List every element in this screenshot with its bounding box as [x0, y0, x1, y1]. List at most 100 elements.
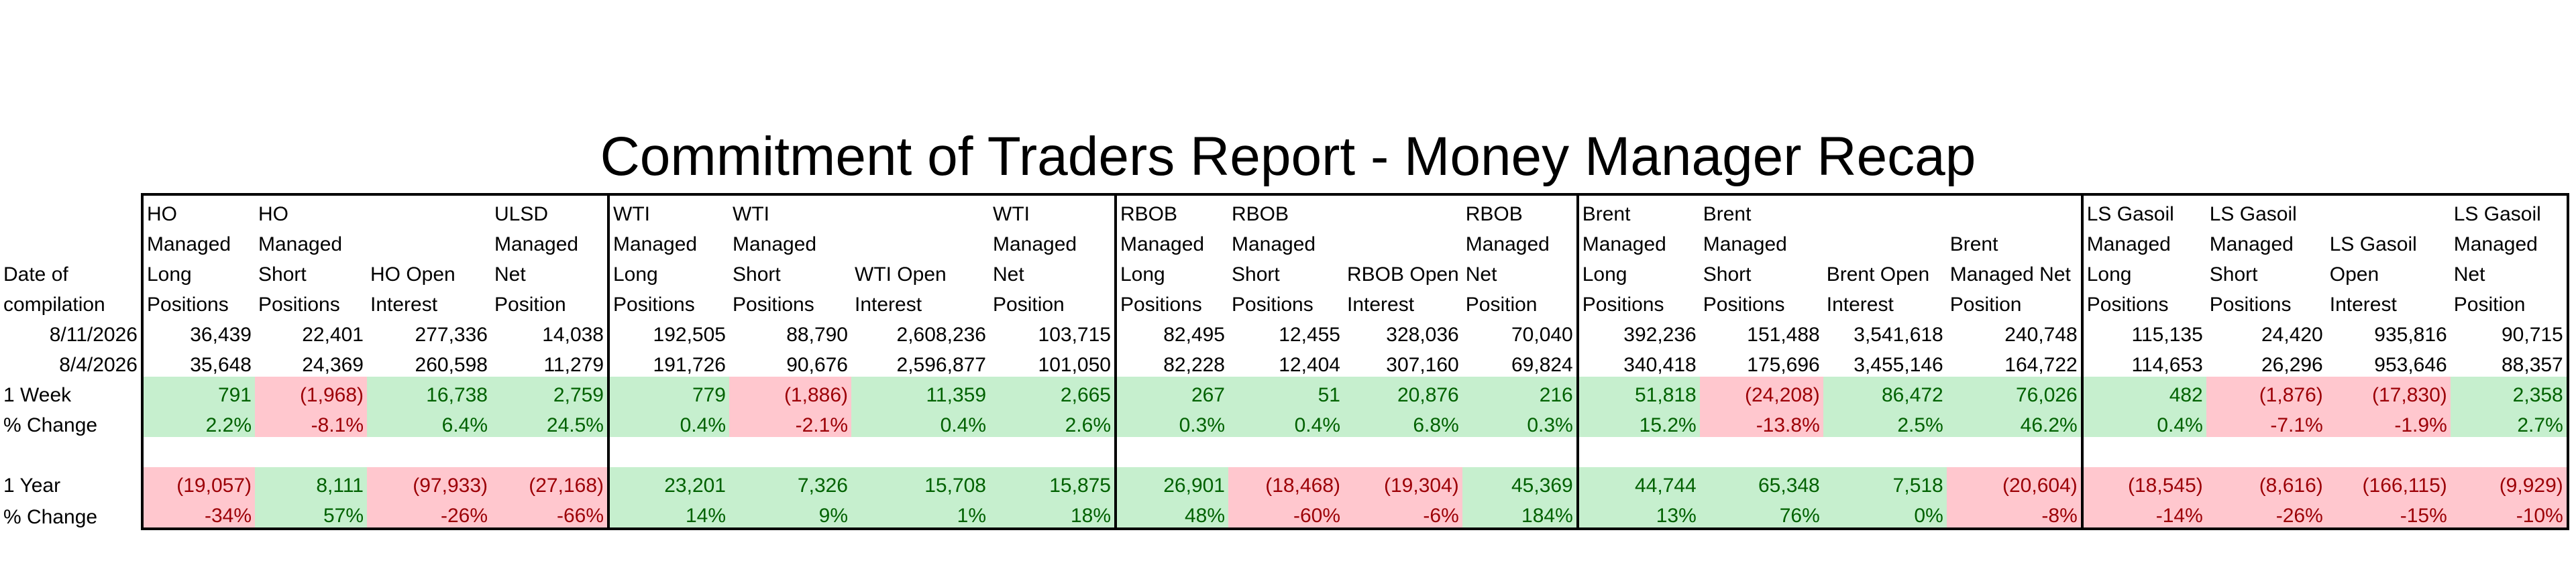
table-cell: -8%: [1946, 497, 2082, 530]
table-cell: 12,404: [1279, 354, 1340, 376]
table-cell: [255, 437, 367, 467]
column-header: HO: [255, 193, 367, 226]
column-header: Long: [141, 256, 255, 286]
table-cell: 114,653: [2080, 347, 2206, 377]
table-cell: 8,111: [255, 467, 367, 497]
column-header: Position: [993, 294, 1065, 316]
table-row: 8/4/2026 35,648 24,369 260,598 11,279 191,726…: [0, 347, 2569, 377]
row-label: % Change: [3, 414, 98, 436]
column-header: [1823, 193, 1947, 226]
table-cell: 48%: [1114, 497, 1228, 530]
table-cell: 791: [141, 377, 255, 407]
table-cell: 184%: [1462, 497, 1578, 530]
column-header: Open: [2329, 263, 2379, 286]
table-cell: 240,748: [2004, 324, 2078, 346]
table-cell: 1%: [851, 497, 989, 530]
table-cell: 2,608,236: [896, 324, 986, 346]
table-cell: 277,336: [415, 324, 488, 346]
table-cell: 0.4%: [851, 407, 989, 437]
column-header: Positions: [1703, 294, 1785, 316]
column-header: [1946, 193, 2082, 226]
table-cell: 45,369: [1462, 467, 1578, 497]
row-label: % Change: [3, 506, 98, 528]
table-cell: [141, 437, 255, 467]
table-cell: 192,505: [607, 316, 729, 347]
table-cell: 23,201: [607, 467, 729, 497]
table-cell: 2,665: [989, 377, 1116, 407]
column-header: LS Gasoil: [2206, 193, 2326, 226]
table-cell: -10%: [2450, 497, 2569, 530]
column-header: WTI: [607, 193, 729, 226]
table-cell: -14%: [2080, 497, 2206, 530]
table-cell: 18%: [989, 497, 1116, 530]
table-cell: 392,236: [1576, 316, 1700, 347]
column-header: [1344, 226, 1462, 256]
table-cell: 175,696: [1747, 354, 1820, 376]
table-cell: 340,418: [1576, 347, 1700, 377]
table-cell: -1.9%: [2326, 407, 2451, 437]
table-cell: 2,596,877: [896, 354, 986, 376]
table-cell: [2450, 437, 2569, 467]
table-cell: 35,648: [141, 347, 255, 377]
report-title: Commitment of Traders Report - Money Man…: [600, 126, 1976, 187]
date-compilation-label: Date of: [3, 263, 68, 286]
column-header: Net: [1465, 263, 1497, 286]
date-compilation-label: [0, 194, 142, 226]
column-header: Managed: [494, 233, 579, 255]
table-cell: 36,439: [141, 316, 255, 347]
column-header: RBOB Open: [1347, 263, 1459, 286]
table-cell: -66%: [491, 497, 608, 530]
table-cell: 9%: [729, 497, 851, 530]
table-cell: 2,358: [2450, 377, 2569, 407]
column-header: WTI Open: [855, 263, 947, 286]
table-cell: 191,726: [607, 347, 729, 377]
table-cell: 76,026: [1946, 377, 2082, 407]
column-header: Brent: [1699, 193, 1823, 226]
table-cell: [989, 437, 1116, 467]
table-row: % Change 2.2% -8.1% 6.4% 24.5% 0.4% -2.1% 0.4% 2…: [0, 407, 2569, 437]
column-header: ULSD: [491, 193, 608, 226]
table-cell: 26,296: [2261, 354, 2323, 376]
date-compilation-label: compilation: [3, 294, 105, 316]
column-header: Managed: [733, 233, 817, 255]
table-cell: 12,455: [1279, 324, 1340, 346]
table-cell: 0%: [1823, 497, 1947, 530]
table-cell: 20,876: [1344, 377, 1462, 407]
table-cell: 86,472: [1823, 377, 1947, 407]
column-header: RBOB: [1228, 193, 1344, 226]
table-cell: (24,208): [1699, 377, 1823, 407]
table-cell: 2.2%: [141, 407, 255, 437]
table-cell: 953,646: [2374, 354, 2447, 376]
table-cell: 51: [1228, 377, 1344, 407]
table-cell: (17,830): [2326, 377, 2451, 407]
column-header: RBOB: [1114, 193, 1228, 226]
table-cell: 88,357: [2450, 347, 2569, 377]
column-header: Interest: [370, 294, 438, 316]
table-cell: (19,304): [1344, 467, 1462, 497]
table-cell: (18,468): [1228, 467, 1344, 497]
header-line-row: Date of Long Short HO Open Net Long Short WTI O…: [0, 256, 2569, 286]
table-cell: 82,228: [1114, 347, 1228, 377]
column-header: Managed: [1232, 233, 1316, 255]
table-cell: -8.1%: [255, 407, 367, 437]
column-header: Managed Net: [1949, 263, 2071, 286]
table-cell: 103,715: [1038, 324, 1111, 346]
column-header: Interest: [855, 294, 922, 316]
table-cell: -15%: [2326, 497, 2451, 530]
table-cell: 6.8%: [1344, 407, 1462, 437]
table-cell: 14%: [607, 497, 729, 530]
cot-table: HO HO ULSD WTI WTI WTI RBOB RBOB RBOB Brent Brent L…: [0, 193, 2569, 530]
column-header: [1344, 193, 1462, 226]
table-cell: 15,875: [989, 467, 1116, 497]
header-line-row: compilation Positions Positions Interest Pos…: [0, 286, 2569, 316]
header-line-row: HO HO ULSD WTI WTI WTI RBOB RBOB RBOB Brent Brent L…: [0, 193, 2569, 226]
table-cell: 2.7%: [2450, 407, 2569, 437]
column-header: Net: [494, 263, 526, 286]
table-cell: (27,168): [491, 467, 608, 497]
column-header: Long: [2080, 256, 2206, 286]
column-header: Short: [733, 263, 781, 286]
column-header: HO: [141, 193, 255, 226]
row-label: 8/11/2026: [49, 324, 138, 346]
column-header: LS Gasoil: [2080, 193, 2206, 226]
table-cell: 90,715: [2450, 316, 2569, 347]
